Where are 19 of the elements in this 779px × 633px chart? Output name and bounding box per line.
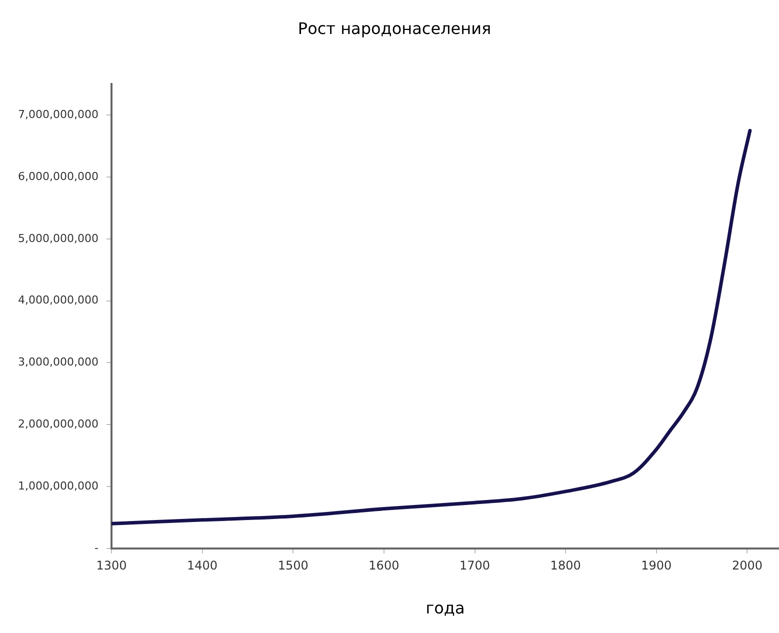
y-tick-label: 2,000,000,000: [18, 417, 98, 430]
x-tick-label: 1600: [368, 558, 400, 573]
x-tick-label: 1800: [550, 558, 581, 573]
chart-title: Рост народонаселения: [298, 18, 492, 38]
y-tick-label: -: [94, 541, 98, 554]
y-tick-label: 7,000,000,000: [18, 108, 98, 122]
y-tick-label: 3,000,000,000: [18, 356, 98, 369]
x-tick-label: 1300: [96, 558, 127, 573]
y-tick-label: 5,000,000,000: [18, 232, 98, 245]
x-tick-label: 2000: [732, 558, 762, 573]
line-series: [111, 128, 752, 526]
y-tick-label: 4,000,000,000: [18, 294, 98, 307]
x-tick-label: 1700: [459, 558, 490, 573]
x-tick-label: 1500: [278, 558, 308, 573]
x-tick-label: 1400: [187, 558, 218, 573]
y-tick-label: 1,000,000,000: [18, 479, 98, 492]
y-tick-label: 6,000,000,000: [18, 170, 98, 183]
x-axis-title: года: [426, 598, 465, 618]
x-tick-label: 1900: [641, 558, 672, 573]
